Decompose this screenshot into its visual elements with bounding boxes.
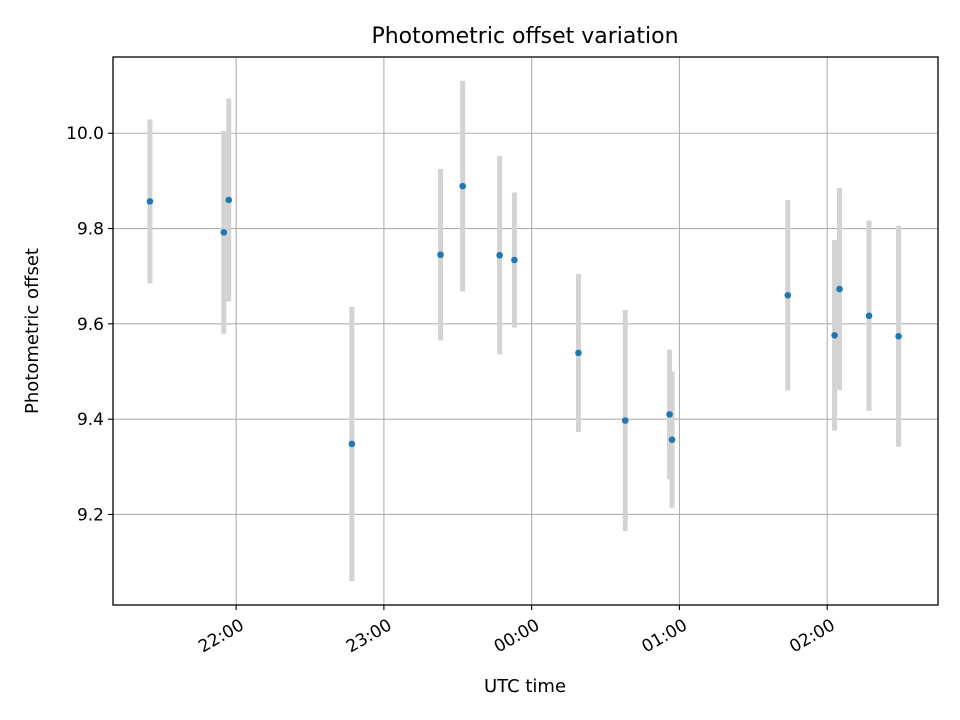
- plot-frame: [112, 56, 939, 606]
- y-tick-label: 10.0: [66, 124, 104, 144]
- data-point: [220, 229, 228, 236]
- x-axis-label: UTC time: [484, 676, 566, 697]
- data-point: [831, 331, 838, 339]
- y-tick-label: 9.8: [77, 220, 104, 240]
- data-point: [895, 332, 902, 340]
- data-point: [496, 251, 503, 259]
- data-point: [225, 196, 233, 204]
- data-point: [621, 417, 629, 424]
- data-point: [666, 411, 673, 418]
- chart-title: Photometric offset variation: [371, 24, 678, 49]
- data-point: [784, 291, 792, 299]
- data-point: [668, 436, 676, 443]
- data-point: [511, 256, 518, 264]
- data-point: [575, 349, 582, 357]
- y-tick-label: 9.6: [77, 315, 104, 335]
- data-point: [348, 440, 356, 448]
- data-point: [437, 251, 444, 259]
- data-point: [836, 285, 843, 293]
- y-axis-label: Photometric offset: [22, 248, 43, 414]
- data-point: [459, 182, 467, 190]
- grid-layer: [113, 57, 938, 605]
- point-layer: [146, 182, 902, 448]
- y-tick-label: 9.2: [77, 505, 104, 525]
- y-tick-label: 9.4: [77, 410, 104, 430]
- data-point: [865, 312, 873, 320]
- data-point: [146, 198, 154, 205]
